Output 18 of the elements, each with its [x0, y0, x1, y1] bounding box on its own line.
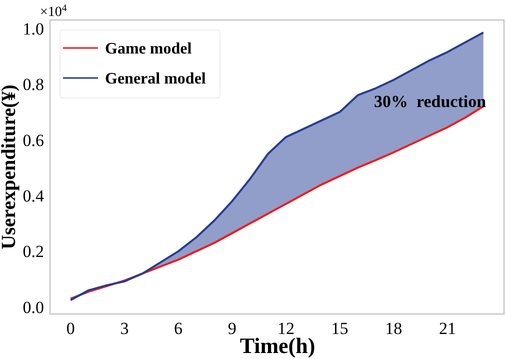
y-tick-label: 0.4: [22, 186, 44, 206]
y-tick-label: 0.6: [22, 130, 44, 150]
x-tick-label: 15: [331, 319, 348, 338]
annotation: ×10$^{4}$: [40, 2, 67, 20]
legend-label: General model: [105, 70, 206, 88]
y-axis-title: Userexpenditure(¥): [0, 84, 20, 250]
legend-label: Game model: [105, 40, 192, 58]
y-tick-label: 1.0: [22, 19, 44, 38]
y-tick-label: 0.2: [22, 242, 44, 262]
x-tick-label: 18: [385, 319, 402, 338]
annotation: 30% reduction: [374, 92, 487, 111]
y-tick-label: 0.0: [22, 298, 44, 317]
y-tick-label: 0.8: [22, 75, 44, 94]
x-tick-label: 3: [120, 319, 129, 338]
x-tick-label: 0: [66, 319, 75, 338]
x-tick-label: 9: [228, 319, 236, 338]
x-tick-label: 21: [438, 319, 456, 338]
x-tick-label: 6: [174, 319, 183, 338]
